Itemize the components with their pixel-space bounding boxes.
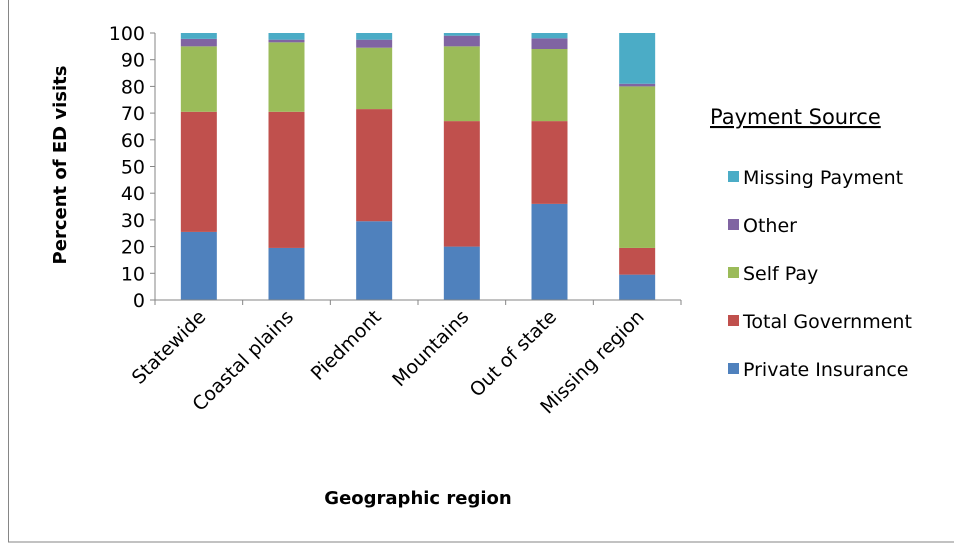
x-axis-title: Geographic region bbox=[324, 488, 511, 509]
y-tick-label: 50 bbox=[121, 157, 145, 179]
y-tick-label: 40 bbox=[121, 183, 145, 205]
bar-segment bbox=[531, 33, 568, 39]
y-tick-label: 70 bbox=[121, 103, 145, 125]
x-tick-label: Out of state bbox=[466, 306, 561, 401]
bar-segment bbox=[619, 33, 656, 84]
y-tick-label: 20 bbox=[121, 237, 145, 259]
legend-label: Missing Payment bbox=[743, 167, 903, 189]
bar-segment bbox=[356, 221, 393, 300]
bar-segment bbox=[180, 33, 217, 39]
bar-segment bbox=[180, 231, 217, 300]
y-tick-label: 60 bbox=[121, 130, 145, 152]
bar-segment bbox=[443, 35, 480, 47]
bar-segment bbox=[619, 86, 656, 248]
bar-segment bbox=[619, 274, 656, 300]
bar-segment bbox=[531, 38, 568, 50]
bar-segment bbox=[443, 33, 480, 36]
bar-segment bbox=[531, 121, 568, 204]
y-axis-title: Percent of ED visits bbox=[50, 66, 71, 265]
bar-segment bbox=[268, 111, 305, 248]
legend-label: Self Pay bbox=[743, 263, 818, 285]
y-tick-label: 100 bbox=[109, 23, 145, 45]
y-tick-label: 80 bbox=[121, 76, 145, 98]
bar-segment bbox=[531, 203, 568, 300]
x-tick-label: Piedmont bbox=[307, 306, 386, 385]
bar-segment bbox=[619, 247, 656, 275]
legend-swatch bbox=[728, 171, 739, 182]
x-tick-label: Mountains bbox=[388, 306, 473, 391]
bar-segment bbox=[268, 247, 305, 300]
bar-segment bbox=[443, 121, 480, 247]
bar-segment bbox=[443, 246, 480, 300]
bar-segment bbox=[180, 111, 217, 232]
legend-label: Total Government bbox=[742, 311, 912, 333]
bar-segment bbox=[356, 109, 393, 222]
legend-label: Private Insurance bbox=[743, 359, 909, 381]
chart-border bbox=[8, 0, 954, 543]
bar-segment bbox=[531, 49, 568, 122]
y-tick-label: 10 bbox=[121, 263, 145, 285]
bar-segment bbox=[268, 42, 305, 112]
bar-segment bbox=[268, 39, 305, 43]
bar-segment bbox=[356, 33, 393, 40]
legend-swatch bbox=[728, 363, 739, 374]
bar-segment bbox=[356, 47, 393, 110]
legend-swatch bbox=[728, 219, 739, 230]
bar-segment bbox=[180, 38, 217, 47]
legend-title: Payment Source bbox=[710, 105, 881, 129]
legend-swatch bbox=[728, 315, 739, 326]
legend-label: Other bbox=[743, 215, 797, 237]
y-tick-label: 30 bbox=[121, 210, 145, 232]
bar-segment bbox=[268, 33, 305, 40]
y-tick-label: 0 bbox=[133, 290, 145, 312]
bar-segment bbox=[443, 46, 480, 122]
bar-segment bbox=[356, 39, 393, 48]
legend-swatch bbox=[728, 267, 739, 278]
x-tick-label: Statewide bbox=[128, 306, 211, 389]
bar-segment bbox=[619, 83, 656, 87]
y-tick-label: 90 bbox=[121, 50, 145, 72]
bar-segment bbox=[180, 46, 217, 112]
